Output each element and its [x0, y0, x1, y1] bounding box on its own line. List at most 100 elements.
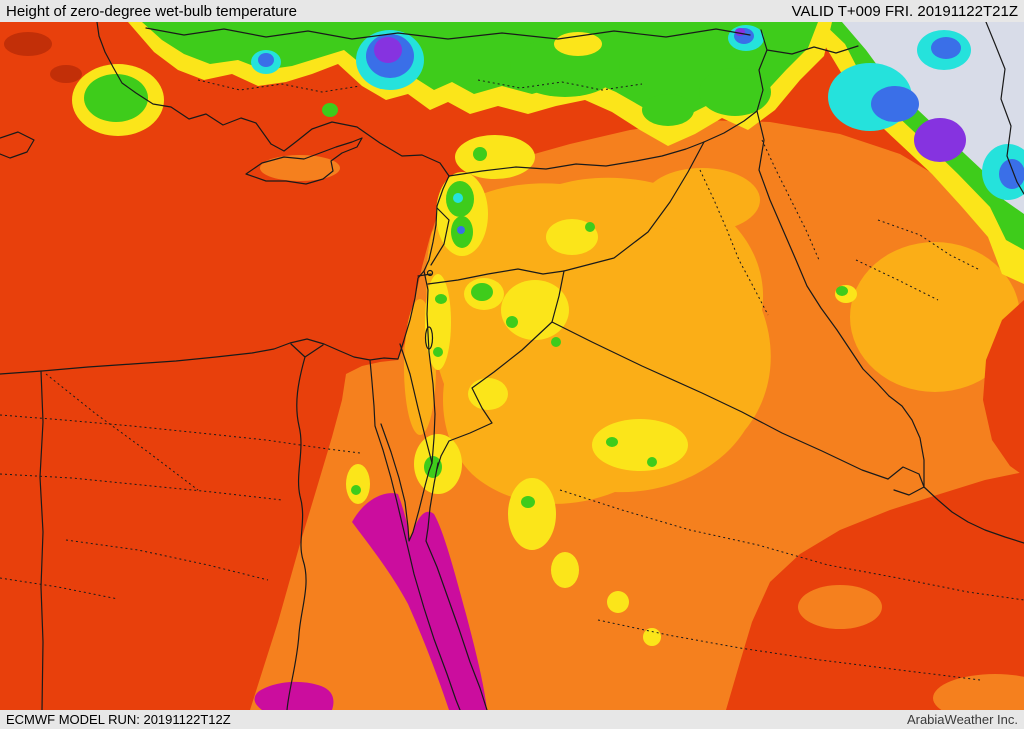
- coastline-caspian: [985, 22, 1024, 195]
- contour-patch: [551, 552, 579, 588]
- coastline-persian-gulf: [888, 395, 1024, 544]
- admin-line: [197, 79, 361, 93]
- coastline-aegean-islet: [0, 131, 35, 159]
- contour-patch: [433, 347, 443, 357]
- contour-patch: [644, 168, 760, 232]
- coastline-red-sea: [369, 359, 488, 710]
- contour-patch: [84, 74, 148, 122]
- map-footer-bar: ECMWF MODEL RUN: 20191122T12Z ArabiaWeat…: [0, 710, 1024, 729]
- contour-patch: [508, 478, 556, 550]
- border-turkey-syria: [448, 141, 705, 177]
- admin-line: [0, 473, 283, 501]
- border-jordan-saudi: [436, 321, 553, 470]
- contour-patch: [346, 464, 370, 504]
- contour-red-southeast: [726, 472, 1024, 710]
- border-syria-jordan: [427, 268, 565, 285]
- valid-time-label: VALID T+009 FRI. 20191122T21Z: [791, 2, 1018, 20]
- admin-line: [761, 139, 820, 261]
- contour-patch: [871, 86, 919, 122]
- border-syria-lebanon: [430, 207, 450, 266]
- contour-amber-levant-desert: [426, 177, 771, 504]
- contour-patch: [699, 68, 771, 116]
- model-run-label: ECMWF MODEL RUN: 20191122T12Z: [6, 712, 231, 727]
- contours-dark-red: [4, 32, 82, 83]
- border-egypt-libya: [39, 370, 44, 710]
- contour-patch: [351, 485, 361, 495]
- contour-patch: [551, 337, 561, 347]
- contour-patch: [914, 118, 966, 162]
- map-title: Height of zero-degree wet-bulb temperatu…: [6, 2, 297, 20]
- weather-map: [0, 22, 1024, 710]
- contours-magenta: [254, 493, 487, 710]
- contour-patch: [374, 37, 402, 63]
- admin-line: [0, 414, 361, 454]
- contour-patch: [4, 32, 52, 56]
- lake-dead-sea: [424, 326, 434, 350]
- contour-patch: [453, 193, 463, 203]
- contour-patch: [506, 316, 518, 328]
- contour-patch: [798, 585, 882, 629]
- contour-patch: [647, 457, 657, 467]
- contour-patch: [501, 280, 569, 340]
- coastline-mediterranean: [0, 22, 450, 375]
- border-turkey-iraq: [703, 110, 758, 143]
- contour-patch: [931, 37, 961, 59]
- border-syria-iraq: [563, 141, 705, 272]
- border-israel-lebanon: [417, 273, 432, 277]
- contour-patch: [836, 286, 848, 296]
- map-borders: [0, 22, 1024, 710]
- contour-patch: [933, 674, 1024, 710]
- contour-patch: [643, 628, 661, 646]
- contour-patch: [521, 496, 535, 508]
- contour-green-north-band: [142, 22, 818, 122]
- admin-line: [597, 619, 981, 681]
- map-header-bar: Height of zero-degree wet-bulb temperatu…: [0, 0, 1024, 22]
- contour-patch: [642, 94, 694, 126]
- contour-patch: [435, 294, 447, 304]
- contour-patch: [546, 219, 598, 255]
- contour-patch: [735, 28, 745, 36]
- contour-south-magenta: [254, 681, 334, 710]
- contour-patch: [455, 135, 535, 179]
- border-egypt-israel: [399, 343, 433, 464]
- contour-patch: [258, 53, 274, 67]
- contour-red-right-edge: [983, 300, 1024, 476]
- coastline-cyprus: [245, 137, 363, 185]
- admin-line: [65, 539, 269, 581]
- contour-patch: [592, 419, 688, 471]
- contour-patch: [999, 159, 1024, 189]
- contour-patch: [607, 591, 629, 613]
- contour-patch: [457, 226, 465, 234]
- contours-red-overlays: [726, 300, 1024, 710]
- contour-patch: [473, 147, 487, 161]
- contour-patch: [424, 456, 442, 478]
- contours-purple: [374, 28, 966, 162]
- border-caucasus: [766, 45, 859, 55]
- admin-line: [855, 259, 939, 301]
- contour-patch: [585, 222, 595, 232]
- field-contours: [0, 22, 1024, 710]
- contour-cyprus-orange: [260, 155, 340, 181]
- admin-line: [477, 79, 643, 91]
- attribution-label: ArabiaWeather Inc.: [906, 712, 1018, 727]
- contour-patch: [50, 65, 82, 83]
- contours-green: [84, 22, 848, 508]
- border-kuwait: [887, 466, 925, 496]
- lake-galilee: [426, 269, 434, 277]
- border-iran-iraq: [756, 110, 890, 397]
- admin-line: [559, 489, 1024, 601]
- contour-patch: [606, 437, 618, 447]
- river-nile: [286, 343, 324, 710]
- contour-patch: [468, 378, 508, 410]
- border-jordan-iraq: [551, 270, 565, 323]
- admin-line: [45, 373, 199, 491]
- border-iraq-saudi: [551, 321, 889, 480]
- contour-patch: [322, 103, 338, 117]
- contour-patch: [471, 283, 493, 301]
- contours-orange-holes: [798, 585, 1024, 710]
- contour-patch: [850, 242, 1020, 392]
- border-iran-turkey: [756, 29, 768, 112]
- admin-line: [699, 169, 769, 316]
- coastline-black-sea: [145, 27, 751, 40]
